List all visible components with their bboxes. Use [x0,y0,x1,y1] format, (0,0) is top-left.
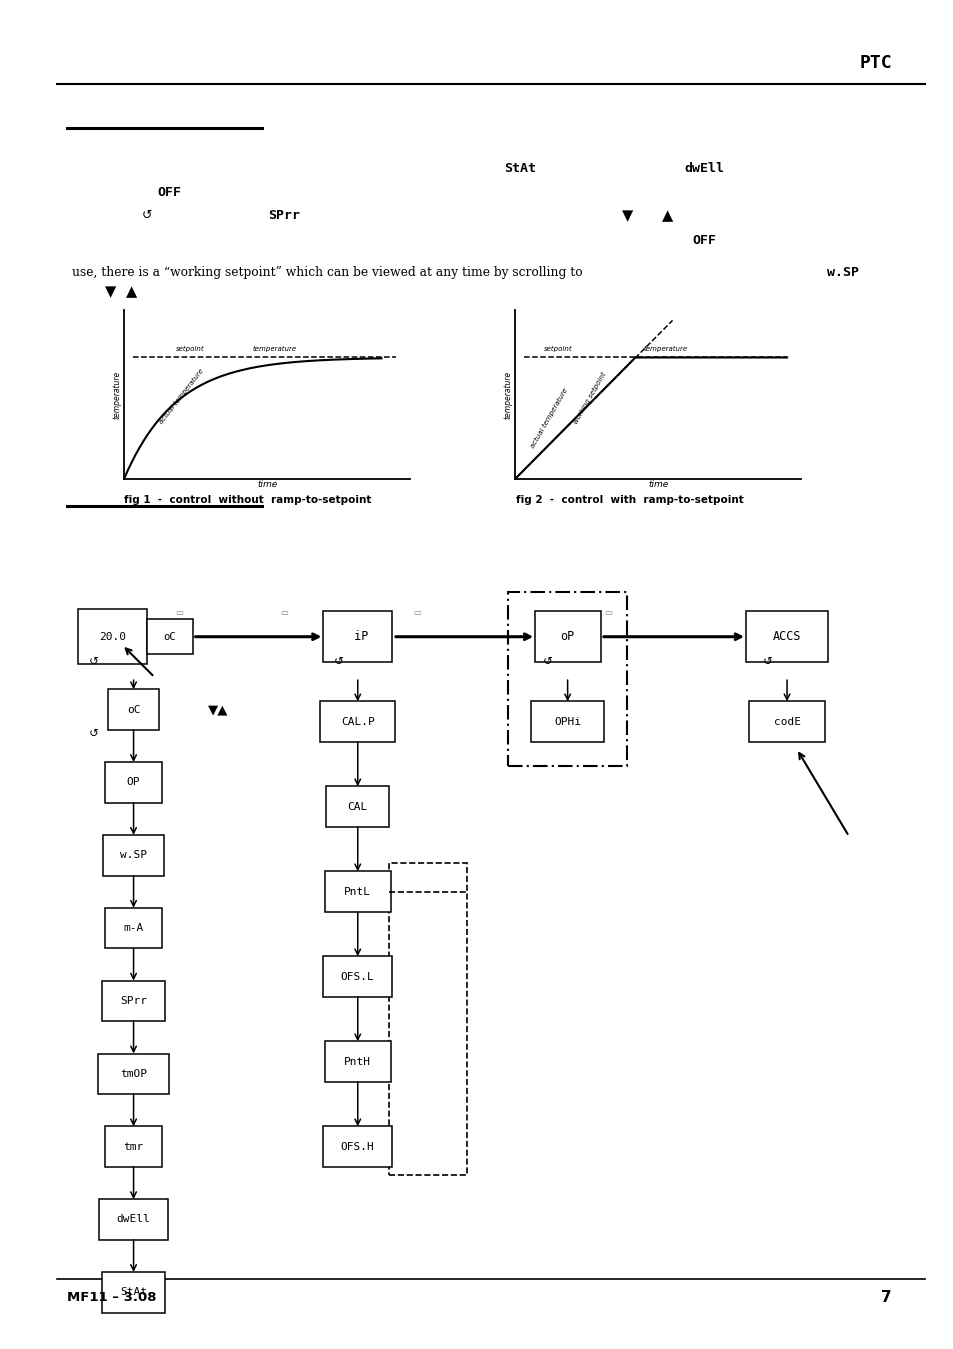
Text: actual temperature: actual temperature [529,387,568,448]
FancyBboxPatch shape [105,1126,161,1167]
Text: MF11 – 3.08: MF11 – 3.08 [67,1291,156,1304]
Text: setpoint: setpoint [175,347,204,352]
Text: SPrr: SPrr [120,996,147,1006]
Text: ▼: ▼ [621,208,633,224]
FancyBboxPatch shape [534,611,600,662]
Text: ↺: ↺ [89,654,98,668]
Text: dwEll: dwEll [116,1214,151,1225]
Text: ▭: ▭ [175,608,183,616]
Y-axis label: temperature: temperature [112,371,121,418]
Text: ▭: ▭ [413,608,420,616]
Text: SPrr: SPrr [268,209,300,223]
Text: working setpoint: working setpoint [572,371,606,425]
Text: CAL.P: CAL.P [340,716,375,727]
Text: w.SP: w.SP [826,266,859,279]
Text: dwEll: dwEll [683,162,723,175]
FancyBboxPatch shape [105,908,161,948]
FancyBboxPatch shape [745,611,827,662]
Text: ▼▲: ▼▲ [208,703,228,716]
Text: setpoint: setpoint [543,347,572,352]
Text: ↺: ↺ [89,727,98,741]
Text: ▭: ▭ [280,608,288,616]
Text: PntL: PntL [344,886,371,897]
Text: OFS.H: OFS.H [340,1141,375,1152]
Text: use, there is a “working setpoint” which can be viewed at any time by scrolling : use, there is a “working setpoint” which… [71,266,581,279]
FancyBboxPatch shape [323,611,392,662]
Text: m-A: m-A [123,923,144,934]
Text: OP: OP [127,777,140,788]
X-axis label: time: time [256,480,277,490]
FancyBboxPatch shape [78,610,147,664]
FancyBboxPatch shape [748,701,823,742]
Text: StAt: StAt [120,1287,147,1298]
Text: 20.0: 20.0 [99,631,126,642]
Text: ↺: ↺ [762,654,772,668]
FancyBboxPatch shape [99,1199,168,1240]
Y-axis label: temperature: temperature [503,371,512,418]
Text: PTC: PTC [859,54,891,73]
Text: 7: 7 [881,1290,891,1306]
Text: ▼: ▼ [105,283,116,299]
Text: CAL: CAL [347,801,368,812]
Text: oC: oC [127,704,140,715]
X-axis label: time: time [647,480,668,490]
Text: tmr: tmr [123,1141,144,1152]
Text: temperature: temperature [253,347,296,352]
FancyBboxPatch shape [98,1054,169,1094]
Text: OFS.L: OFS.L [340,971,375,982]
Text: ▲: ▲ [661,208,673,224]
FancyBboxPatch shape [323,1126,392,1167]
Text: codE: codE [773,716,800,727]
FancyBboxPatch shape [326,786,389,827]
Text: StAt: StAt [503,162,536,175]
Text: OPHi: OPHi [554,716,580,727]
FancyBboxPatch shape [108,689,159,730]
Text: OFF: OFF [157,186,182,200]
Text: ↺: ↺ [141,209,152,223]
Text: iP: iP [347,630,368,643]
Text: ↺: ↺ [542,654,552,668]
FancyBboxPatch shape [147,619,193,654]
FancyBboxPatch shape [320,701,395,742]
FancyBboxPatch shape [323,956,392,997]
Text: PntH: PntH [344,1056,371,1067]
Text: ▭: ▭ [604,608,612,616]
Text: temperature: temperature [643,347,687,352]
Text: ▲: ▲ [126,283,137,299]
FancyBboxPatch shape [531,701,603,742]
Text: ↺: ↺ [334,654,343,668]
Text: tmOP: tmOP [120,1068,147,1079]
Text: actual temperature: actual temperature [158,367,205,425]
Text: w.SP: w.SP [120,850,147,861]
FancyBboxPatch shape [102,1272,165,1313]
Text: fig 2  -  control  with  ramp-to-setpoint: fig 2 - control with ramp-to-setpoint [516,495,742,506]
Text: OFF: OFF [691,233,716,247]
FancyBboxPatch shape [103,835,164,876]
FancyBboxPatch shape [105,762,161,803]
Text: fig 1  -  control  without  ramp-to-setpoint: fig 1 - control without ramp-to-setpoint [124,495,372,506]
FancyBboxPatch shape [102,981,165,1021]
FancyBboxPatch shape [324,1041,391,1082]
Text: oC: oC [163,631,176,642]
FancyBboxPatch shape [324,871,391,912]
Text: oP: oP [560,630,574,643]
Text: ACCS: ACCS [772,630,801,643]
